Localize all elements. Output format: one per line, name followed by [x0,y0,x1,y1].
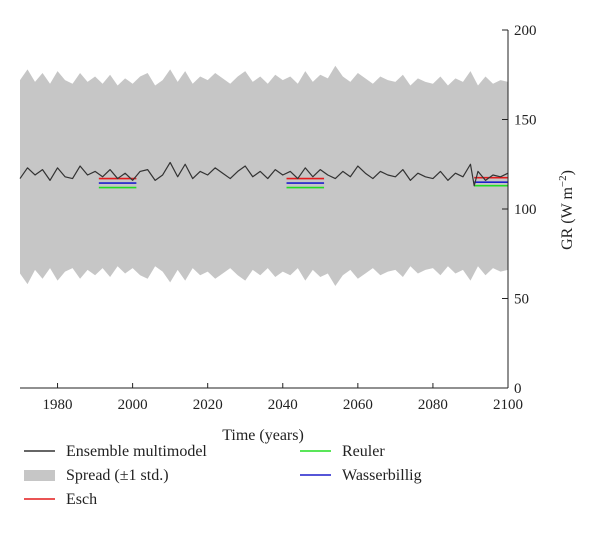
legend-label-ensemble: Ensemble multimodel [66,443,207,460]
legend: Ensemble multimodel Spread (±1 std.) Esch R… [24,443,422,508]
y-axis-title-main: GR (W m [559,187,576,250]
x-tick-label-2040: 2040 [268,397,298,413]
x-tick-label-2020: 2020 [193,397,223,413]
y-axis-title-exponent: −2 [557,175,569,187]
plot-area [19,65,509,286]
ensemble-line [19,161,509,187]
y-tick-label-150: 150 [514,113,537,129]
y-tick-label-50: 50 [514,292,529,308]
y-tick-label-200: 200 [514,23,537,39]
x-tick-label-2000: 2000 [118,397,148,413]
legend-label-spread: Spread (±1 std.) [66,467,169,484]
y-axis-title-close: ) [559,170,576,175]
legend-label-wasserbillig: Wasserbillig [342,467,422,484]
x-tick-label-2080: 2080 [418,397,448,413]
legend-swatch-spread [24,470,55,481]
legend-label-reuler: Reuler [342,443,385,460]
y-tick-label-100: 100 [514,202,537,218]
x-tick-label-2100: 2100 [493,397,523,413]
x-tick-label-2060: 2060 [343,397,373,413]
spread-band [20,65,508,286]
y-tick-label-0: 0 [514,381,522,397]
x-tick-label-1980: 1980 [43,397,73,413]
y-axis-title: GR (W m−2) [557,170,576,250]
legend-label-esch: Esch [66,491,97,508]
x-axis-title: Time (years) [222,427,304,444]
